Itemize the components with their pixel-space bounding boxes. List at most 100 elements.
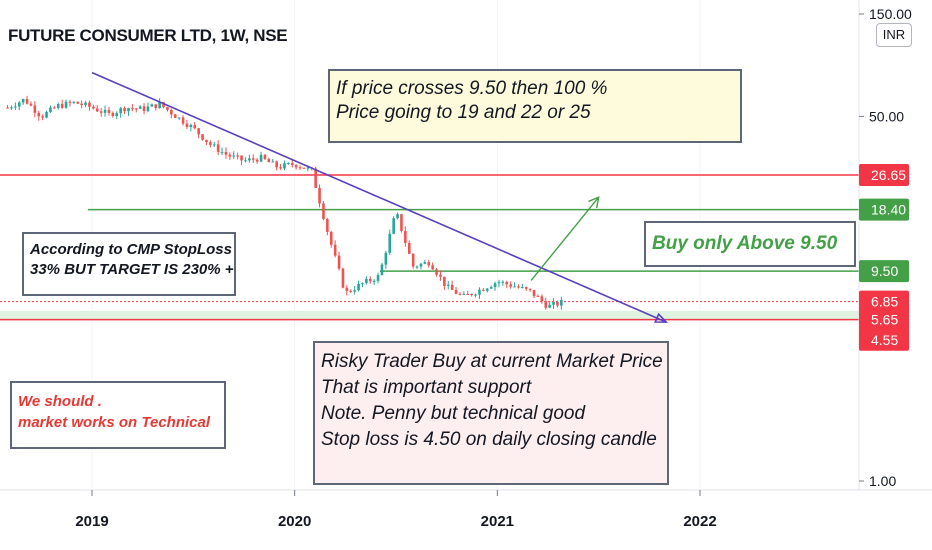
candles — [6, 95, 563, 310]
candle-body — [146, 106, 150, 112]
candle-body — [123, 108, 126, 112]
candle-body — [536, 295, 540, 297]
candle-body — [458, 293, 462, 295]
candle-body — [388, 233, 392, 253]
candle-body — [103, 109, 107, 113]
candle-body — [150, 104, 154, 107]
candle-body — [240, 155, 243, 161]
candle-body — [107, 109, 111, 113]
candle-body — [396, 214, 399, 219]
candle-body — [368, 278, 372, 282]
candle-body — [115, 113, 119, 116]
price-scale[interactable] — [859, 0, 932, 490]
candle-body — [41, 116, 44, 118]
candle-body — [454, 289, 458, 294]
candle-body — [443, 276, 446, 286]
x-tick-label: 2022 — [683, 513, 716, 530]
candle-body — [384, 252, 388, 265]
candle-body — [68, 101, 72, 103]
candle-body — [134, 108, 138, 110]
candle-body — [162, 102, 165, 108]
candle-body — [216, 144, 220, 152]
candle-body — [404, 230, 407, 243]
trendline-arrowhead — [654, 312, 669, 323]
candle-body — [470, 293, 473, 296]
risky-note-line2: That is important support — [321, 377, 532, 398]
candle-body — [177, 117, 181, 119]
stoploss-note-line1: According to CMP StopLoss — [30, 241, 232, 258]
candle-body — [232, 155, 236, 157]
candle-body — [53, 107, 56, 109]
candle-body — [450, 284, 454, 290]
time-scale[interactable] — [0, 490, 932, 550]
candle-body — [111, 112, 115, 116]
candle-body — [501, 281, 505, 283]
candle-body — [365, 278, 368, 284]
candle-body — [224, 151, 228, 155]
candle-body — [25, 98, 29, 104]
level-badge — [859, 198, 909, 221]
candle-body — [88, 102, 91, 107]
stoploss-note[interactable]: According to CMP StopLoss 33% BUT TARGET… — [22, 232, 236, 296]
candle-body — [411, 253, 415, 267]
candle-body — [306, 167, 310, 169]
candle-body — [552, 301, 555, 305]
candle-body — [462, 293, 466, 295]
candle-body — [259, 154, 263, 162]
level-badge-label: 26.65 — [871, 167, 906, 183]
technical-note[interactable]: We should . market works on Technical — [10, 381, 226, 449]
price-scale-ticks: 150.00 50.00 1.00 — [859, 6, 912, 489]
candle-body — [267, 159, 271, 163]
y-tick-label: 1.00 — [869, 473, 896, 489]
candle-body — [407, 242, 411, 254]
stoploss-note-line2: 33% BUT TARGET IS 230% + — [30, 261, 234, 278]
candle-body — [509, 284, 512, 287]
projection-arrowhead — [588, 196, 600, 209]
candle-body — [540, 296, 544, 302]
candle-body — [92, 106, 95, 109]
candle-body — [357, 283, 360, 291]
candle-body — [173, 114, 177, 118]
candle-body — [485, 288, 489, 291]
candle-body — [341, 268, 345, 288]
candle-body — [80, 103, 83, 106]
candle-body — [251, 158, 255, 160]
price-level-badges: 26.65 18.40 9.50 6.85 5.65 4.55 — [859, 164, 909, 351]
candle-body — [84, 102, 87, 106]
candle-body — [14, 106, 17, 108]
candle-body — [513, 286, 516, 288]
candle-body — [201, 134, 204, 140]
candle-body — [248, 158, 251, 161]
currency-badge[interactable]: INR — [876, 23, 912, 47]
candle-body — [521, 287, 524, 289]
candle-body — [263, 154, 267, 160]
candle-body — [439, 274, 442, 277]
breakout-note[interactable]: If price crosses 9.50 then 100 % Price g… — [328, 69, 742, 143]
candle-body — [244, 160, 247, 162]
candle-body — [228, 154, 232, 157]
candle-body — [154, 104, 158, 109]
candle-body — [548, 304, 551, 308]
candle-body — [6, 107, 9, 109]
candle-body — [275, 161, 278, 168]
breakout-note-line1: If price crosses 9.50 then 100 % — [336, 78, 608, 99]
level-badge-label: 18.40 — [871, 202, 906, 218]
chart-title: FUTURE CONSUMER LTD, 1W, NSE — [8, 26, 288, 45]
candle-body — [279, 167, 282, 169]
candle-body — [212, 144, 216, 146]
candle-body — [419, 263, 423, 267]
breakout-note-line2: Price going to 19 and 22 or 25 — [336, 102, 591, 123]
risky-trader-note[interactable]: Risky Trader Buy at current Market Price… — [313, 341, 669, 485]
candle-body — [64, 101, 68, 108]
risky-note-line1: Risky Trader Buy at current Market Price — [321, 351, 663, 372]
buy-note[interactable]: Buy only Above 9.50 — [644, 221, 856, 267]
candle-body — [33, 105, 37, 113]
candle-body — [197, 128, 200, 135]
candle-body — [349, 290, 353, 292]
level-badge-label: 6.85 — [871, 294, 898, 310]
candle-body — [337, 255, 341, 269]
candle-body — [474, 294, 477, 296]
candle-body — [326, 219, 329, 232]
candle-body — [193, 125, 197, 129]
